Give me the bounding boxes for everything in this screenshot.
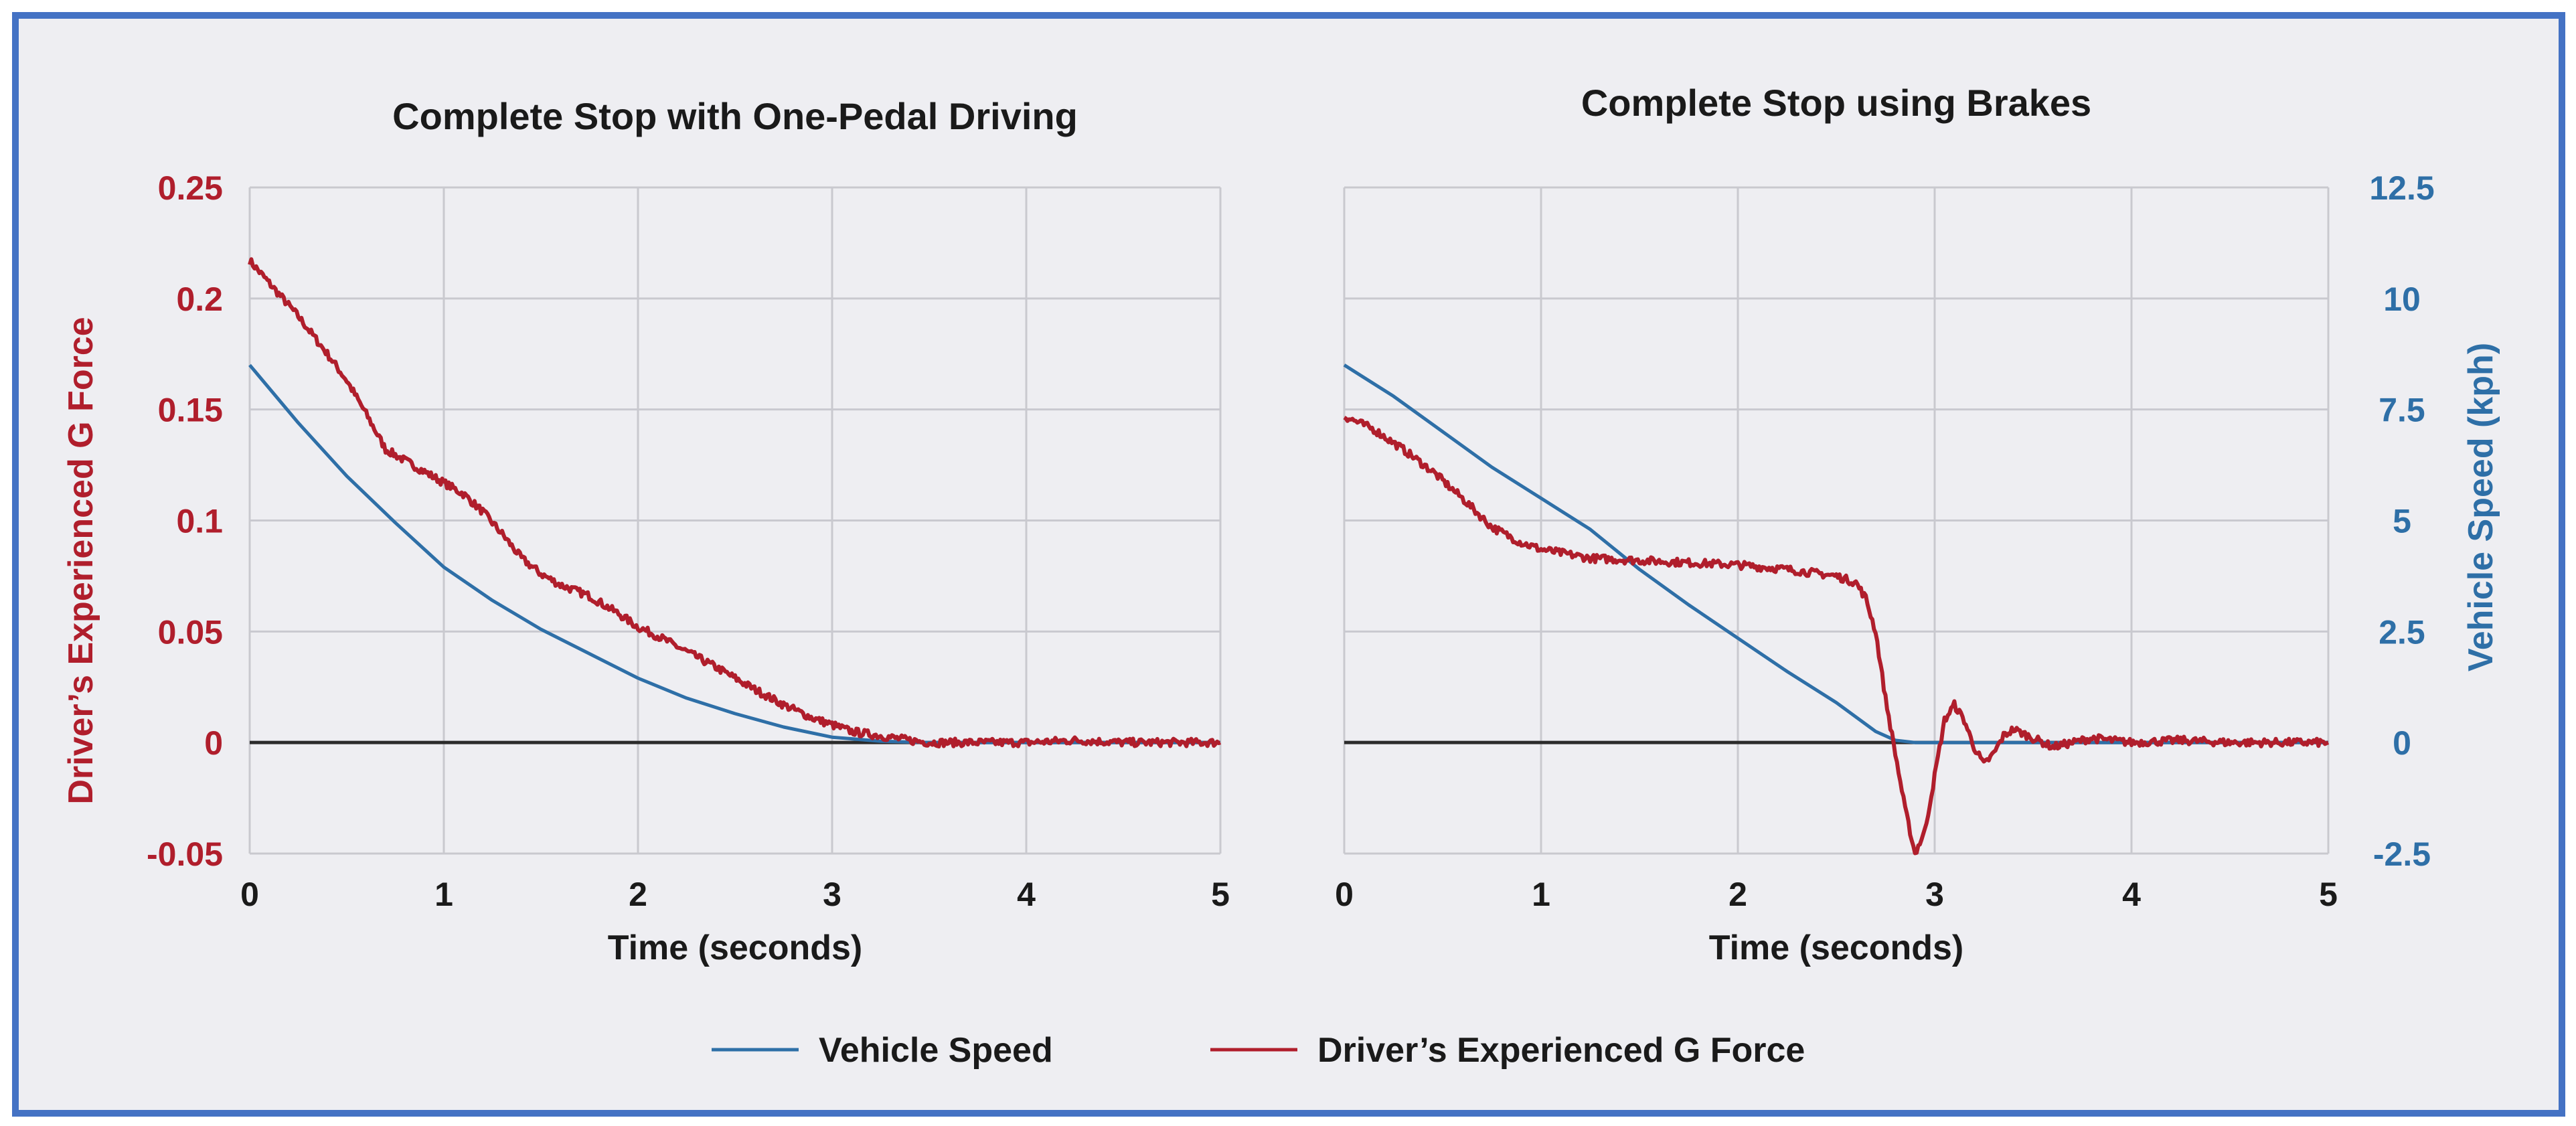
grid [248,186,1222,855]
y-tick-label: 0 [204,724,223,762]
x-tick-label: 1 [1532,876,1550,913]
legend-label-speed: Vehicle Speed [819,1031,1053,1070]
y-tick-label: 2.5 [2379,613,2425,651]
y-axis-label: Vehicle Speed (kph) [2462,343,2500,671]
y-tick-labels: -0.05 0 0.05 0.1 0.15 0.2 0.25 [147,169,223,873]
y-tick-label: 7.5 [2379,392,2425,429]
x-tick-label: 4 [1017,876,1036,913]
series-line-g-force [248,257,1222,748]
x-tick-label: 1 [434,876,453,913]
x-tick-label: 5 [2319,876,2338,913]
x-tick-label: 0 [1335,876,1354,913]
x-tick-label: 4 [2122,876,2141,913]
chart-title: Complete Stop with One-Pedal Driving [392,95,1078,137]
x-tick-label: 2 [1728,876,1747,913]
x-tick-label: 5 [1211,876,1230,913]
y-tick-label: 0.2 [176,280,223,318]
chart-one-pedal: Complete Stop with One-Pedal Driving 0 1 2… [62,95,1230,967]
y-tick-label: -2.5 [2373,835,2431,873]
x-tick-labels: 0 1 2 3 4 5 [1335,876,2338,913]
x-tick-label: 3 [823,876,841,913]
grid [1343,186,2330,855]
y-tick-label: 0.15 [158,392,223,429]
x-axis-label: Time (seconds) [1709,929,1963,967]
series-lines [1343,364,2330,856]
y-tick-label: -0.05 [147,835,223,873]
x-tick-label: 0 [240,876,259,913]
x-tick-label: 2 [629,876,647,913]
chart-title: Complete Stop using Brakes [1581,82,2091,124]
y-tick-label: 0 [2393,724,2411,762]
x-tick-label: 3 [1925,876,1944,913]
chart-brakes: Complete Stop using Brakes 0 1 2 3 4 5 -2.5 0 2… [1335,82,2500,967]
y-tick-label: 0.05 [158,613,223,651]
series-line-vehicle-speed [1343,364,2328,744]
series-line-vehicle-speed [248,364,1220,744]
series-lines [248,257,1222,748]
legend-label-gforce: Driver’s Experienced G Force [1317,1031,1805,1070]
y-tick-label: 0.1 [176,503,223,540]
legend: Vehicle Speed Driver’s Experienced G For… [712,1031,1805,1070]
x-tick-labels: 0 1 2 3 4 5 [240,876,1230,913]
y-tick-label: 12.5 [2369,169,2434,207]
y-tick-label: 10 [2383,280,2421,318]
y-tick-labels: -2.5 0 2.5 5 7.5 10 12.5 [2369,169,2434,873]
x-axis-label: Time (seconds) [608,929,862,967]
y-axis-label: Driver’s Experienced G Force [62,317,100,804]
series-line-g-force [1343,416,2330,856]
y-tick-label: 0.25 [158,169,223,207]
y-tick-label: 5 [2393,503,2411,540]
